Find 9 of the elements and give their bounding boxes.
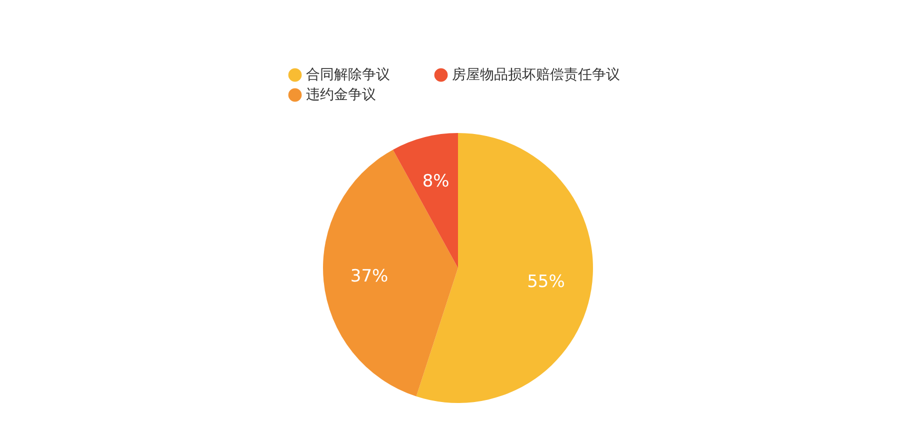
pie-slice — [323, 150, 458, 396]
data-label: 37% — [350, 266, 388, 286]
data-label: 8% — [422, 172, 450, 192]
data-label: 55% — [527, 272, 565, 292]
pie-slice — [392, 133, 458, 268]
legend-label: 合同解除争议 — [306, 67, 390, 83]
legend-label: 房屋物品损坏赔偿责任争议 — [452, 67, 620, 83]
legend-label: 违约金争议 — [306, 87, 376, 103]
pie-slice — [416, 133, 593, 403]
